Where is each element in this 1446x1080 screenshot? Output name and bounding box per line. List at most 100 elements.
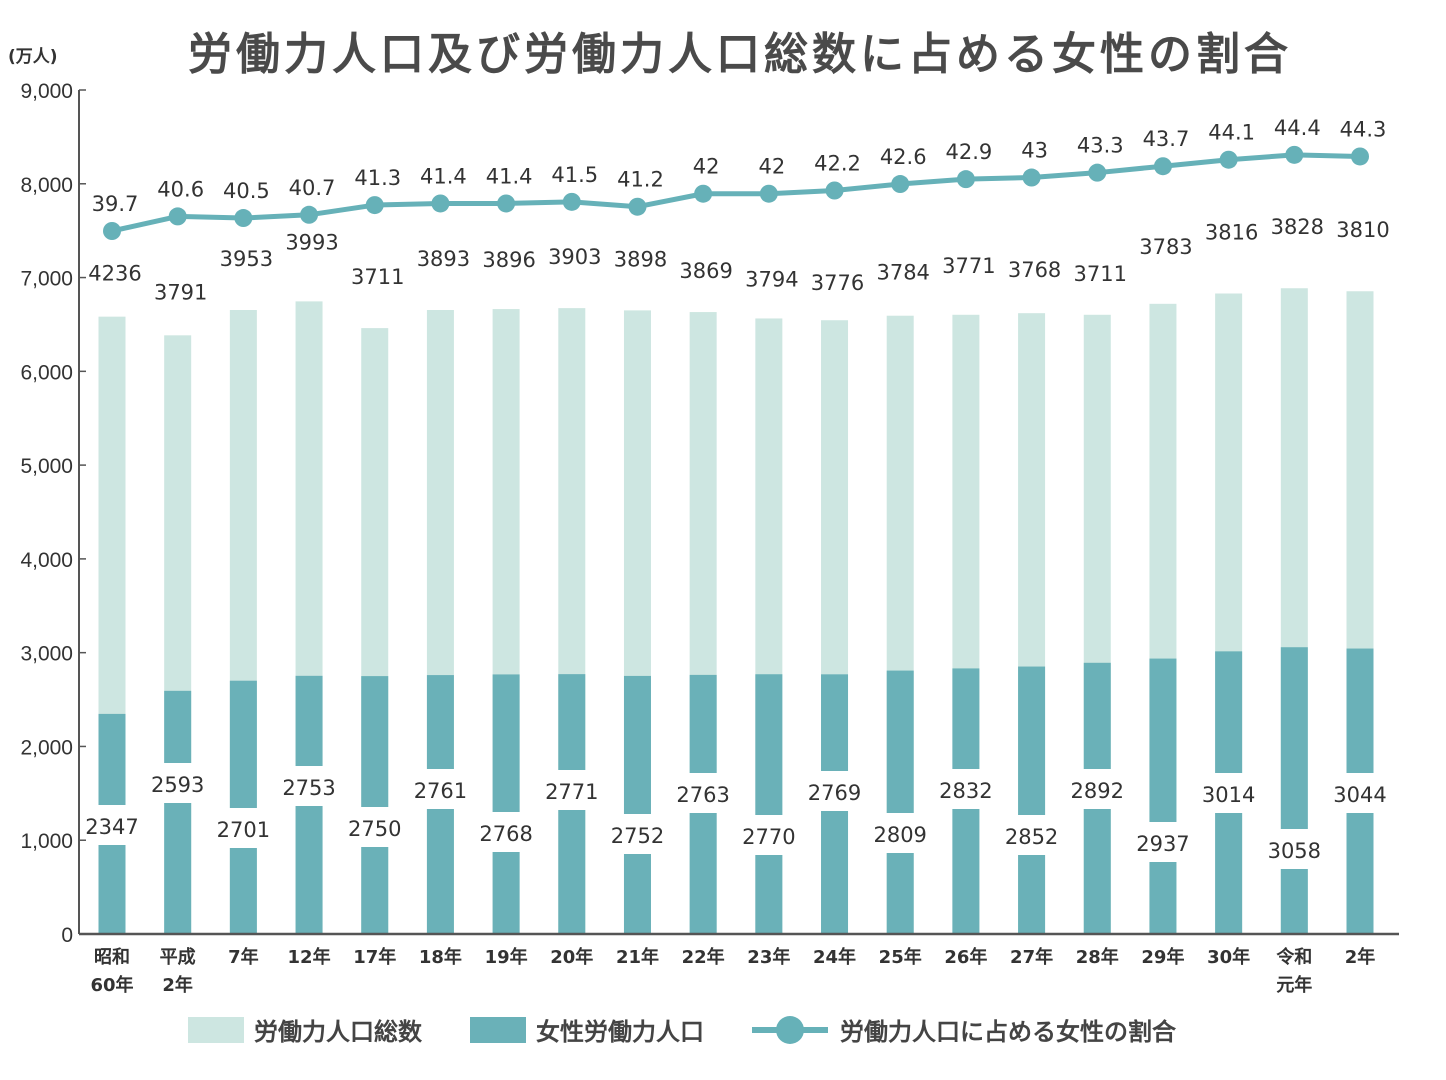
female-bar bbox=[492, 674, 520, 934]
x-tick-label: 26年 bbox=[944, 946, 987, 968]
ratio-value-label: 40.7 bbox=[289, 176, 336, 200]
female-label-bg bbox=[1192, 773, 1265, 813]
y-tick-label: 2,000 bbox=[20, 736, 73, 759]
female-value-label: 2347 bbox=[85, 815, 138, 839]
x-tick-label: 22年 bbox=[682, 946, 725, 968]
ratio-value-label: 40.5 bbox=[223, 179, 270, 203]
y-tick-label: 9,000 bbox=[20, 80, 73, 103]
female-label-bg bbox=[1258, 829, 1331, 869]
x-tick-label: 20年 bbox=[550, 946, 593, 968]
ratio-marker bbox=[562, 192, 581, 211]
male-value-label: 3771 bbox=[942, 254, 995, 278]
female-bar bbox=[229, 680, 257, 934]
female-label-bg bbox=[404, 769, 477, 809]
x-tick-label: 29年 bbox=[1141, 946, 1184, 968]
x-tick-label: 23年 bbox=[747, 946, 790, 968]
ratio-value-label: 41.3 bbox=[354, 166, 401, 190]
male-value-label: 3903 bbox=[548, 245, 601, 269]
male-value-label: 3711 bbox=[1074, 262, 1127, 286]
female-label-bg bbox=[76, 805, 148, 845]
ratio-value-label: 44.3 bbox=[1340, 117, 1387, 141]
ratio-value-label: 42 bbox=[693, 155, 720, 179]
chart-title: 労働力人口及び労働力人口総数に占める女性の割合 bbox=[188, 29, 1292, 80]
x-tick-label: 平成 bbox=[160, 946, 196, 968]
ratio-marker bbox=[300, 205, 319, 224]
male-value-label: 3776 bbox=[811, 271, 864, 295]
male-value-label: 3993 bbox=[285, 230, 338, 254]
female-value-label: 2752 bbox=[611, 824, 664, 848]
y-tick-label: 5,000 bbox=[20, 455, 73, 478]
female-label-bg bbox=[470, 812, 543, 852]
female-bar bbox=[1018, 666, 1046, 934]
female-bar bbox=[1149, 658, 1177, 934]
female-label-bg bbox=[1061, 769, 1134, 809]
female-bar bbox=[886, 670, 914, 934]
x-tick-label: 19年 bbox=[485, 946, 528, 968]
female-value-label: 2892 bbox=[1071, 779, 1124, 803]
ratio-marker bbox=[956, 170, 975, 189]
female-value-label: 2753 bbox=[282, 776, 335, 800]
ratio-marker bbox=[431, 194, 450, 213]
axes-group: 0 1,000 2,000 3,000 4,000 5,000 6,000 7,000 8,00… bbox=[8, 47, 1399, 947]
legend-item-total: 労働力人口総数 bbox=[188, 1012, 422, 1047]
ratio-marker bbox=[1351, 147, 1369, 166]
x-tick-label: 21年 bbox=[616, 946, 659, 968]
female-value-label: 2771 bbox=[545, 780, 598, 804]
female-label-bg bbox=[535, 770, 608, 810]
female-bar bbox=[755, 674, 783, 934]
female-bar bbox=[361, 676, 389, 934]
ratio-marker bbox=[694, 184, 713, 203]
x-tick-label: 30年 bbox=[1207, 946, 1250, 968]
female-value-label: 3058 bbox=[1268, 839, 1321, 863]
legend-swatch-total bbox=[188, 1016, 244, 1043]
y-tick-label: 6,000 bbox=[20, 361, 73, 384]
female-label-bg bbox=[207, 808, 280, 848]
ratio-marker bbox=[234, 209, 253, 228]
male-value-label: 3810 bbox=[1336, 218, 1389, 242]
male-value-label: 3711 bbox=[351, 265, 404, 289]
male-value-label: 4236 bbox=[88, 262, 141, 286]
x-tick-label: 17年 bbox=[353, 946, 396, 968]
male-value-label: 3896 bbox=[482, 248, 535, 272]
female-bar bbox=[164, 690, 192, 934]
ratio-marker bbox=[891, 175, 910, 194]
chart-area: 2347 2593 2701 2753 2750 2761 2768 2771 2752 2763… bbox=[8, 47, 1399, 996]
female-value-label: 2761 bbox=[414, 779, 467, 803]
x-tick-label: 令和 bbox=[1275, 946, 1312, 968]
legend-item-ratio: 労働力人口に占める女性の割合 bbox=[752, 1012, 1176, 1047]
ratio-marker bbox=[365, 196, 384, 215]
ratio-value-label: 42.2 bbox=[814, 152, 861, 176]
y-tick-label: 1,000 bbox=[20, 830, 73, 853]
legend-label-ratio: 労働力人口に占める女性の割合 bbox=[840, 1018, 1176, 1046]
female-label-bg bbox=[667, 773, 740, 813]
male-value-label: 3828 bbox=[1271, 215, 1324, 239]
ratio-marker bbox=[1153, 157, 1172, 176]
ratio-marker bbox=[759, 184, 778, 203]
female-value-label: 3044 bbox=[1333, 783, 1386, 807]
female-value-label: 3014 bbox=[1202, 783, 1255, 807]
female-value-label: 2763 bbox=[676, 783, 729, 807]
female-value-label: 2769 bbox=[808, 781, 861, 805]
male-value-label: 3869 bbox=[679, 259, 732, 283]
x-tick-label: 元年 bbox=[1276, 974, 1312, 996]
y-tick-label: 3,000 bbox=[20, 643, 73, 666]
male-labels-group: 4236 3791 3953 3993 3711 3893 3896 3903 3898 3869… bbox=[88, 215, 1389, 304]
ratio-value-label: 43.7 bbox=[1143, 127, 1190, 151]
female-value-label: 2770 bbox=[742, 825, 795, 849]
female-value-label: 2750 bbox=[348, 817, 401, 841]
y-tick-label: 0 bbox=[61, 924, 73, 947]
ratio-value-label: 41.5 bbox=[551, 163, 598, 187]
female-label-bg bbox=[273, 766, 346, 806]
ratio-marker bbox=[1219, 150, 1238, 169]
female-label-bg bbox=[864, 813, 937, 853]
female-label-bg bbox=[929, 769, 1002, 809]
female-label-bg bbox=[732, 815, 805, 855]
female-value-label: 2701 bbox=[217, 818, 270, 842]
x-tick-label: 7年 bbox=[228, 946, 259, 968]
female-label-bg bbox=[995, 815, 1068, 855]
male-value-label: 3784 bbox=[876, 261, 929, 285]
female-bar bbox=[1280, 647, 1308, 934]
male-value-label: 3768 bbox=[1008, 258, 1061, 282]
female-value-label: 2852 bbox=[1005, 825, 1058, 849]
ratio-value-label: 41.4 bbox=[420, 164, 467, 188]
